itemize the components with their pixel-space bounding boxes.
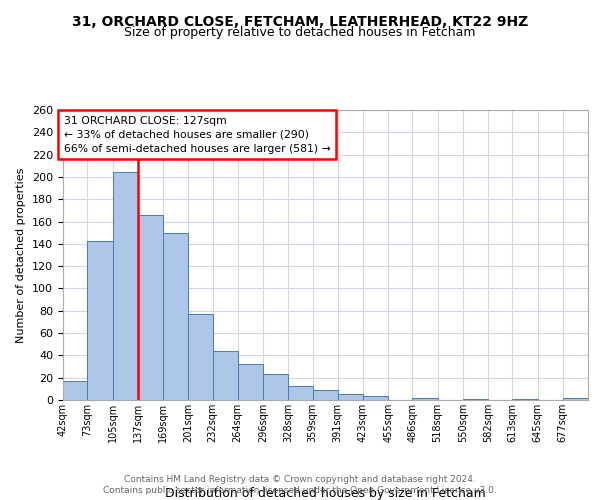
Text: Contains HM Land Registry data © Crown copyright and database right 2024.: Contains HM Land Registry data © Crown c…	[124, 475, 476, 484]
Bar	[63, 381, 88, 400]
Bar	[563, 398, 588, 400]
Bar	[263, 374, 288, 400]
Text: Contains public sector information licensed under the Open Government Licence v3: Contains public sector information licen…	[103, 486, 497, 495]
Bar	[313, 390, 338, 400]
Bar	[363, 396, 388, 400]
Bar	[288, 386, 313, 400]
Text: Size of property relative to detached houses in Fetcham: Size of property relative to detached ho…	[124, 26, 476, 39]
Bar	[463, 399, 488, 400]
Bar	[88, 240, 113, 400]
Y-axis label: Number of detached properties: Number of detached properties	[16, 168, 26, 342]
Bar	[113, 172, 138, 400]
Bar	[412, 398, 437, 400]
Text: 31, ORCHARD CLOSE, FETCHAM, LEATHERHEAD, KT22 9HZ: 31, ORCHARD CLOSE, FETCHAM, LEATHERHEAD,…	[72, 15, 528, 29]
Bar	[188, 314, 212, 400]
Text: 31 ORCHARD CLOSE: 127sqm
← 33% of detached houses are smaller (290)
66% of semi-: 31 ORCHARD CLOSE: 127sqm ← 33% of detach…	[64, 116, 331, 154]
Bar	[212, 351, 238, 400]
Bar	[163, 232, 188, 400]
Bar	[338, 394, 363, 400]
X-axis label: Distribution of detached houses by size in Fetcham: Distribution of detached houses by size …	[165, 486, 486, 500]
Bar	[138, 215, 163, 400]
Bar	[238, 364, 263, 400]
Bar	[512, 399, 538, 400]
